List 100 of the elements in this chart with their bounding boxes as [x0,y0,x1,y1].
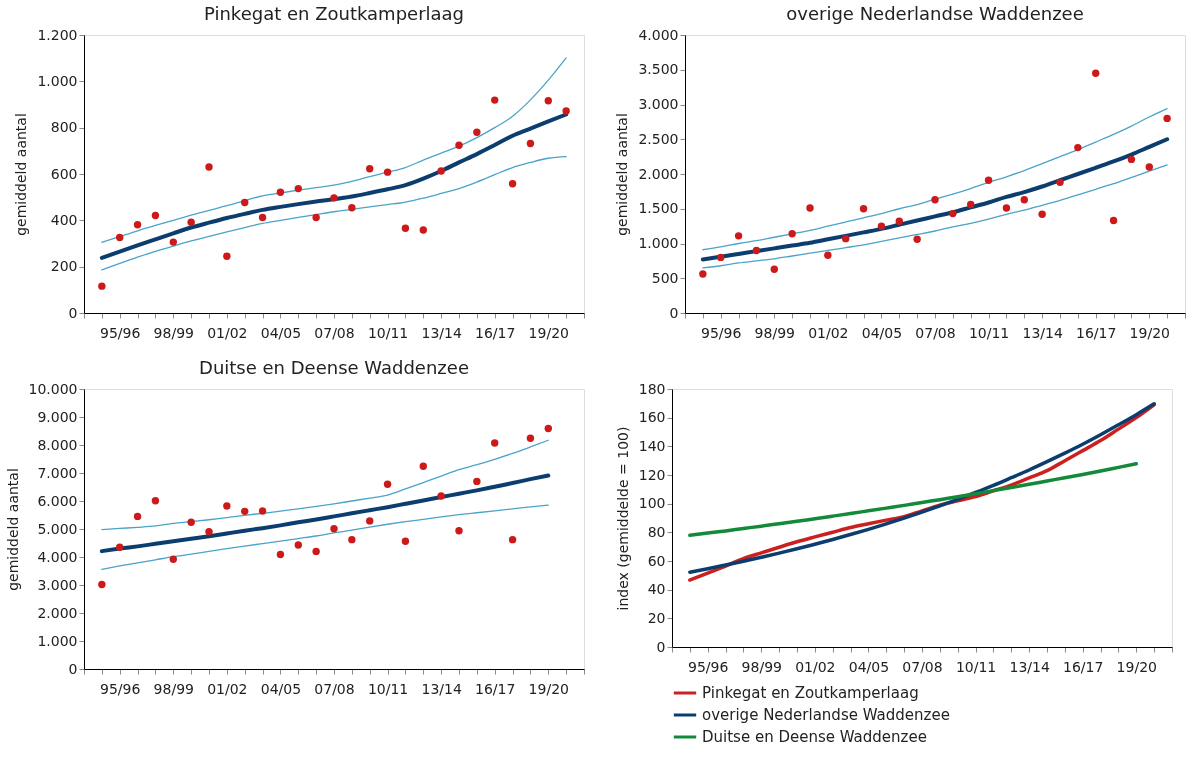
x-tick-label: 19/20 [528,680,569,697]
point [1092,69,1100,77]
y-tick-label: 500 [651,269,679,286]
x-tick-label: 16/17 [1063,658,1104,675]
point [508,535,517,544]
line-series [702,108,1168,251]
point [544,97,552,105]
y-tick-label: 5.000 [37,520,78,537]
y-tick-label: 0 [68,304,78,321]
y-tick-label: 800 [50,119,78,136]
x-tick-label: 04/05 [260,680,302,697]
point [205,163,213,171]
y-tick-label: 8.000 [37,436,78,453]
y-axis-title: gemiddeld aantal [13,113,30,236]
line-series [101,57,567,243]
x-tick-label: 10/11 [968,324,1010,341]
y-tick-label: 6.000 [37,492,78,509]
y-tick-label: 3.000 [37,576,78,593]
y-tick-label: 7.000 [37,464,78,481]
y-tick-label: 140 [638,437,666,454]
point [169,238,177,246]
y-tick-label: 1.200 [37,26,78,43]
point [133,512,142,521]
point [187,518,195,526]
point [562,107,570,115]
point [544,424,552,433]
y-tick-label: 400 [50,211,78,228]
x-tick-label: 95/96 [100,680,141,697]
y-tick-label: 80 [647,523,666,540]
chart-title: overige Nederlandse Waddenzee [786,3,1084,24]
point [348,204,356,212]
point [734,232,743,240]
y-tick-label: 1.000 [638,235,679,251]
x-tick-label: 95/96 [100,324,141,341]
y-tick-label: 0 [656,638,666,655]
point [294,541,302,549]
y-tick-label: 160 [638,409,666,426]
x-tick-label: 01/02 [795,658,836,675]
legend-label: Pinkegat en Zoutkamperlaag [702,684,919,702]
y-tick-label: 600 [50,165,78,182]
y-tick-label: 3.500 [638,61,679,78]
x-tick-label: 04/05 [260,324,302,341]
y-tick-label: 2.500 [638,130,679,147]
line-series [702,164,1168,269]
x-tick-label: 19/20 [1116,658,1157,675]
point [116,233,124,242]
point [526,139,535,148]
x-tick-label: 07/08 [902,658,943,675]
x-tick-label: 10/11 [367,324,409,341]
line-series [688,462,1139,538]
point [842,234,850,243]
point [258,507,267,515]
point [98,282,106,290]
y-tick-label: 180 [638,380,666,397]
point [984,176,993,184]
x-tick-label: 10/11 [367,680,409,697]
y-axis-title: gemiddeld aantal [614,113,631,236]
y-tick-label: 0 [669,304,679,321]
x-tick-label: 98/99 [754,324,795,341]
point [348,535,356,544]
point [223,252,231,260]
point [366,164,374,173]
point [1020,196,1028,204]
legend-label: overige Nederlandse Waddenzee [702,706,950,724]
point [98,580,106,589]
point [169,555,177,563]
point [526,434,535,442]
line-series [101,155,567,271]
y-tick-label: 60 [647,552,666,569]
x-tick-label: 04/05 [861,324,903,341]
point [258,213,267,222]
x-tick-label: 98/99 [153,324,194,341]
point [276,550,285,559]
y-axis-title: gemiddeld aantal [4,468,21,591]
point [455,526,463,535]
y-tick-label: 0 [68,660,78,677]
point [437,492,445,500]
x-tick-label: 16/17 [475,324,516,341]
chart-title: Pinkegat en Zoutkamperlaag [203,3,465,24]
point [473,477,481,486]
point [491,96,499,104]
point [1074,143,1082,152]
y-tick-label: 20 [647,609,666,626]
chart-title: Duitse en Deense Waddenzee [199,357,469,378]
y-tick-label: 120 [638,466,666,483]
point [949,209,957,218]
x-tick-label: 13/14 [421,324,462,341]
x-tick-label: 98/99 [741,658,782,675]
point [859,205,868,213]
point [437,167,445,175]
x-tick-label: 07/08 [915,324,956,341]
x-tick-label: 01/02 [808,324,849,341]
point [967,200,975,209]
point [1002,204,1011,212]
x-tick-label: 95/96 [688,658,729,675]
y-tick-label: 4.000 [638,26,679,43]
point [383,168,392,176]
line-series [101,439,549,531]
y-tick-label: 1.000 [37,632,78,649]
y-tick-label: 100 [638,495,666,512]
